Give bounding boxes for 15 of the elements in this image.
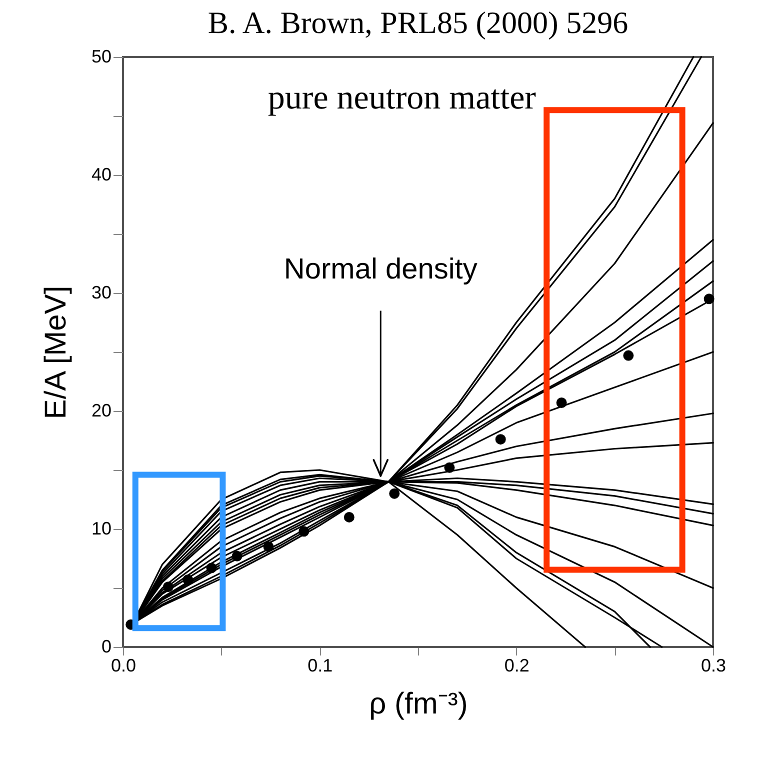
y-tick-label: 0	[101, 636, 112, 656]
y-tick-label: 10	[91, 518, 112, 538]
y-tick-label: 50	[91, 46, 112, 66]
y-tick-label: 20	[91, 400, 112, 420]
x-tick-label: 0.0	[110, 656, 136, 676]
chart-title: B. A. Brown, PRL85 (2000) 5296	[208, 5, 628, 40]
x-axis-title: ρ (fm⁻³)	[369, 688, 468, 720]
y-tick-label: 40	[91, 164, 112, 184]
x-tick-label: 0.3	[700, 656, 726, 676]
annotation: Normal density	[284, 254, 478, 286]
y-tick-label: 30	[91, 282, 112, 302]
annotation: pure neutron matter	[268, 79, 537, 116]
x-tick-label: 0.2	[504, 656, 530, 676]
x-tick-label: 0.1	[308, 656, 333, 676]
y-axis-title: E/A [MeV]	[39, 286, 72, 420]
